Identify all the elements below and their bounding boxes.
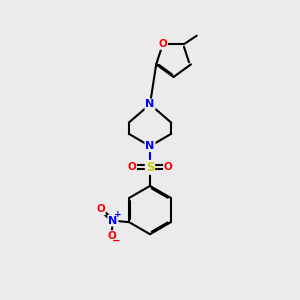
Text: O: O <box>158 39 167 49</box>
Text: N: N <box>108 216 118 226</box>
Text: −: − <box>112 236 121 246</box>
Text: O: O <box>128 162 136 172</box>
Text: O: O <box>164 162 172 172</box>
Text: N: N <box>146 141 154 151</box>
Text: O: O <box>96 205 105 214</box>
Text: N: N <box>146 99 154 110</box>
Text: +: + <box>114 210 122 219</box>
Text: S: S <box>146 161 154 174</box>
Text: O: O <box>107 231 116 241</box>
